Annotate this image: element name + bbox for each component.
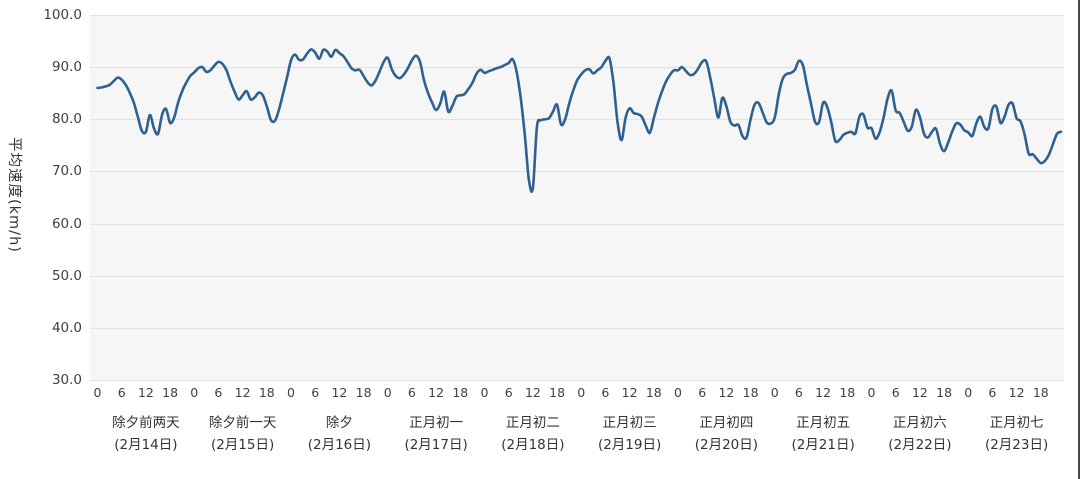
x-hour-label: 12: [524, 385, 541, 400]
day-date-label: (2月17日): [404, 437, 468, 453]
x-hour-label: 0: [383, 385, 392, 400]
y-tick-label: 100.0: [43, 7, 82, 23]
x-hour-label: 18: [355, 385, 372, 400]
x-hour-label: 18: [839, 385, 856, 400]
day-name-label: 正月初一: [409, 415, 464, 431]
x-hour-label: 12: [621, 385, 638, 400]
x-hour-label: 0: [770, 385, 779, 400]
x-hour-label: 18: [258, 385, 275, 400]
x-hour-label: 12: [428, 385, 445, 400]
x-hour-label: 12: [911, 385, 928, 400]
day-date-label: (2月18日): [501, 437, 565, 453]
day-date-label: (2月15日): [210, 437, 275, 453]
day-name-label: 正月初二: [505, 415, 560, 431]
x-hour-label: 6: [698, 385, 707, 400]
day-date-label: (2月19日): [597, 437, 662, 453]
x-hour-label: 12: [234, 385, 251, 400]
y-tick-label: 50.0: [51, 267, 82, 284]
x-hour-label: 12: [815, 385, 832, 400]
day-date-label: (2月20日): [694, 437, 759, 453]
y-gridline: [90, 15, 1064, 16]
day-name-label: 正月初七: [989, 415, 1044, 431]
x-hour-label: 0: [480, 385, 489, 400]
x-hour-label: 0: [577, 385, 586, 400]
day-name-label: 正月初四: [699, 415, 754, 431]
day-date-label: (2月21日): [791, 437, 855, 453]
y-axis-title: 平均速度(km/h): [6, 137, 22, 253]
plot-area: [90, 15, 1064, 381]
day-date-label: (2月23日): [984, 437, 1049, 453]
x-hour-label: 6: [988, 385, 997, 400]
y-tick-label: 90.0: [51, 59, 82, 76]
y-gridline: [90, 327, 1064, 329]
y-tick-label: 40.0: [51, 319, 82, 336]
x-hour-label: 18: [549, 385, 566, 400]
x-hour-label: 6: [117, 385, 126, 400]
y-tick-label: 80.0: [51, 111, 82, 128]
y-gridline: [90, 223, 1064, 225]
y-gridline: [90, 380, 1064, 381]
x-hour-label: 6: [407, 385, 416, 400]
x-hour-label: 6: [601, 385, 610, 400]
x-hour-label: 18: [645, 385, 662, 400]
y-gridline: [90, 67, 1064, 69]
y-tick-label: 30.0: [51, 372, 82, 388]
x-hour-label: 18: [162, 385, 179, 400]
y-tick-label: 70.0: [51, 163, 82, 180]
x-hour-label: 12: [718, 385, 735, 400]
y-gridline: [90, 119, 1064, 121]
screen-right-edge: [1078, 0, 1080, 479]
x-hour-label: 0: [93, 385, 102, 400]
x-hour-label: 18: [1032, 385, 1049, 400]
x-hour-label: 18: [742, 385, 759, 400]
x-hour-label: 6: [891, 385, 900, 400]
day-name-label: 正月初三: [602, 415, 657, 431]
day-date-label: (2月14日): [114, 437, 178, 453]
x-hour-label: 6: [311, 385, 320, 400]
x-hour-label: 6: [214, 385, 223, 400]
x-hour-label: 0: [287, 385, 295, 400]
y-gridline: [90, 171, 1064, 173]
day-name-label: 正月初五: [796, 415, 851, 431]
day-date-label: (2月16日): [307, 437, 372, 453]
day-name-label: 除夕: [325, 415, 353, 431]
x-hour-label: 18: [452, 385, 469, 400]
x-hour-label: 12: [137, 385, 154, 400]
x-hour-label: 6: [504, 385, 513, 400]
x-hour-label: 0: [964, 385, 973, 400]
x-hour-label: 0: [190, 385, 199, 400]
x-hour-label: 0: [674, 385, 682, 400]
day-name-label: 除夕前一天: [208, 415, 277, 431]
x-hour-label: 12: [1008, 385, 1025, 400]
x-hour-label: 12: [331, 385, 348, 400]
day-name-label: 除夕前两天: [112, 415, 180, 431]
day-date-label: (2月22日): [888, 437, 952, 453]
day-name-label: 正月初六: [892, 415, 947, 431]
y-tick-label: 60.0: [51, 215, 82, 232]
y-gridline: [90, 275, 1064, 277]
x-hour-label: 6: [794, 385, 803, 400]
x-hour-label: 0: [867, 385, 876, 400]
x-hour-label: 18: [936, 385, 953, 400]
